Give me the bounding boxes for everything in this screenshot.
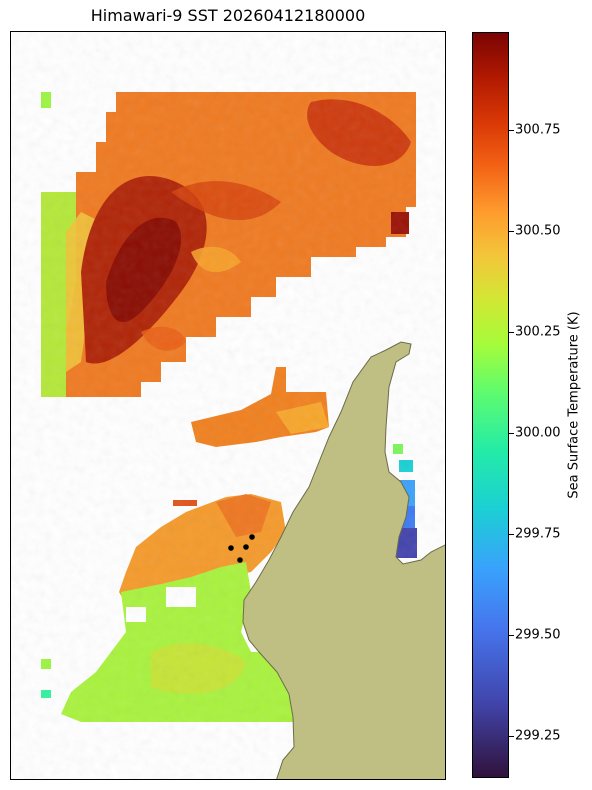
station-marker[interactable] [237, 557, 243, 563]
sst-map [11, 32, 445, 779]
colorbar [472, 32, 509, 778]
colorbar-tick [509, 130, 514, 131]
station-marker[interactable] [228, 545, 234, 551]
land-mass [242, 341, 445, 779]
colorbar-tick-label: 299.50 [515, 627, 561, 643]
colorbar-tick-label: 299.25 [515, 728, 561, 744]
colorbar-tick [509, 635, 514, 636]
colorbar-tick-label: 300.50 [515, 223, 561, 239]
colorbar-label: Sea Surface Temperature (K) [566, 311, 582, 499]
map-panel[interactable] [10, 31, 446, 780]
colorbar-tick [509, 433, 514, 434]
colorbar-tick-label: 300.75 [515, 122, 561, 138]
colorbar-tick [509, 231, 514, 232]
colorbar-tick-label: 299.75 [515, 526, 561, 542]
colorbar-tick [509, 534, 514, 535]
colorbar-tick-label: 300.00 [515, 425, 561, 441]
station-marker[interactable] [249, 534, 255, 540]
map-title: Himawari-9 SST 20260412180000 [90, 6, 366, 25]
colorbar-tick [509, 332, 514, 333]
colorbar-tick-label: 300.25 [515, 324, 561, 340]
colorbar-tick [509, 736, 514, 737]
station-markers [228, 534, 255, 563]
station-marker[interactable] [243, 544, 249, 550]
